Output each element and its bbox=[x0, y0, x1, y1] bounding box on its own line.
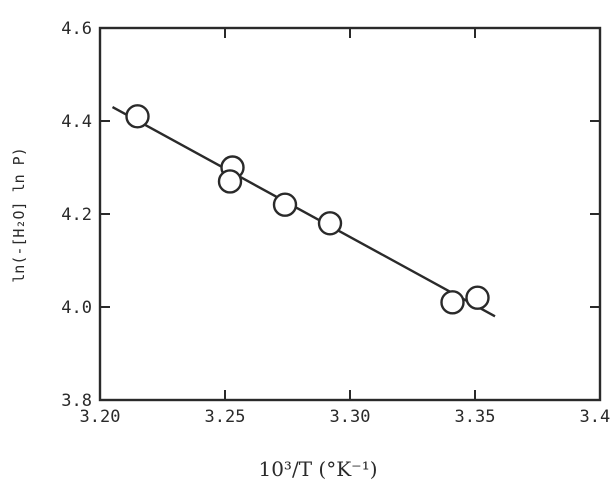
data-point bbox=[440, 290, 465, 315]
x-tick-label: 3.30 bbox=[330, 407, 371, 427]
data-point bbox=[465, 285, 490, 310]
data-point bbox=[125, 104, 150, 129]
data-point bbox=[272, 192, 298, 217]
y-tick-label: 4.6 bbox=[61, 19, 92, 39]
x-tick-label: 3.25 bbox=[205, 407, 246, 427]
axis-ticks bbox=[99, 27, 601, 401]
y-tick-label: 4.2 bbox=[61, 205, 92, 225]
y-tick-label: 4.4 bbox=[61, 112, 92, 132]
x-tick-label: 3.20 bbox=[80, 407, 121, 427]
tick-labels: 3.20 3.25 3.30 3.35 3.40 3.8 4.0 4.2 4.4 4.6 bbox=[61, 19, 610, 427]
data-points bbox=[125, 104, 490, 315]
fit-line-layer bbox=[111, 105, 496, 318]
plot-frame bbox=[98, 26, 602, 402]
x-axis-label: 10³/T (°K⁻¹) bbox=[258, 457, 377, 481]
y-axis-label: ln(-[H₂O] ln P) bbox=[10, 147, 28, 282]
x-tick-label: 3.40 bbox=[580, 407, 610, 427]
data-point bbox=[317, 211, 343, 236]
plot-border bbox=[98, 26, 602, 402]
y-tick-label: 3.8 bbox=[61, 391, 92, 411]
fit-line bbox=[111, 105, 496, 318]
data-point bbox=[217, 169, 243, 194]
x-tick-label: 3.35 bbox=[455, 407, 496, 427]
y-tick-label: 4.0 bbox=[61, 298, 92, 318]
